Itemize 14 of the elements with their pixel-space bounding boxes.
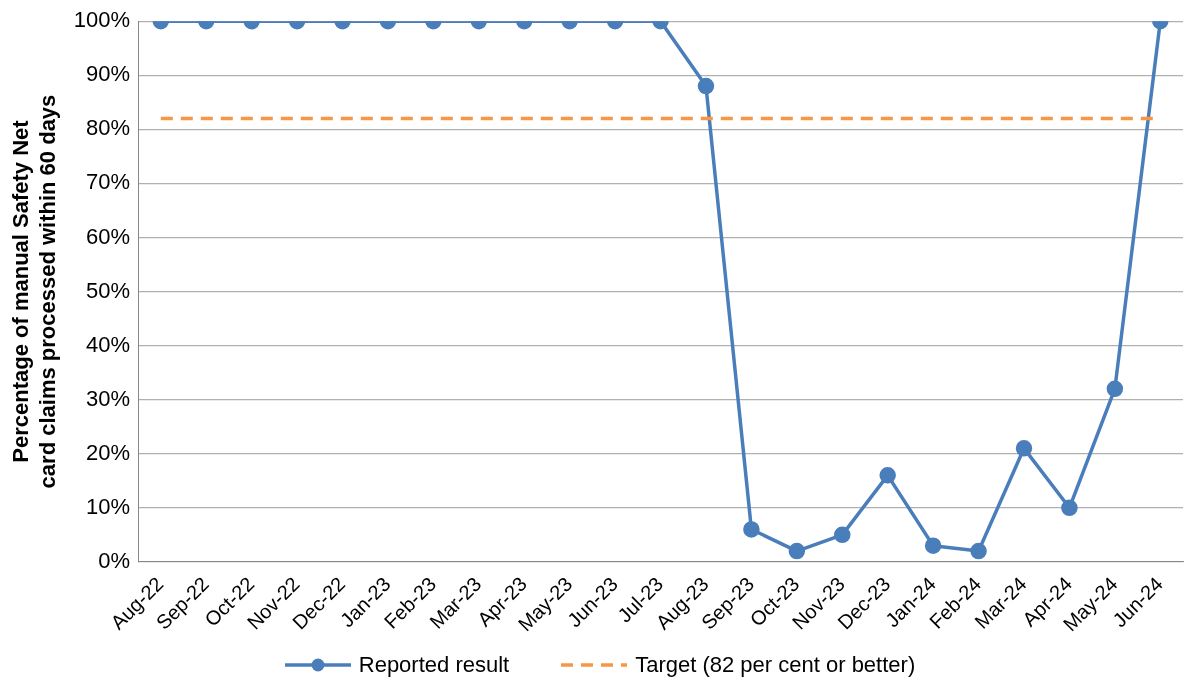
y-tick-label: 10% [86, 493, 131, 519]
y-tick-label: 90% [86, 61, 131, 87]
y-tick-label: 70% [86, 169, 131, 195]
y-tick-label: 50% [86, 277, 131, 303]
legend-label: Target (82 per cent or better) [635, 652, 916, 678]
y-tick-label: 80% [86, 115, 131, 141]
y-tick-label: 60% [86, 223, 131, 249]
y-tick-label: 0% [98, 547, 131, 573]
y-tick-label: 20% [86, 439, 131, 465]
legend-label: Reported result [358, 652, 510, 678]
y-tick-label: 100% [73, 7, 131, 33]
y-tick-label: 30% [86, 385, 131, 411]
y-tick-label: 40% [86, 331, 131, 357]
y-axis-title: Percentage of manual Safety Net card claims processed within 60 days [8, 94, 60, 489]
